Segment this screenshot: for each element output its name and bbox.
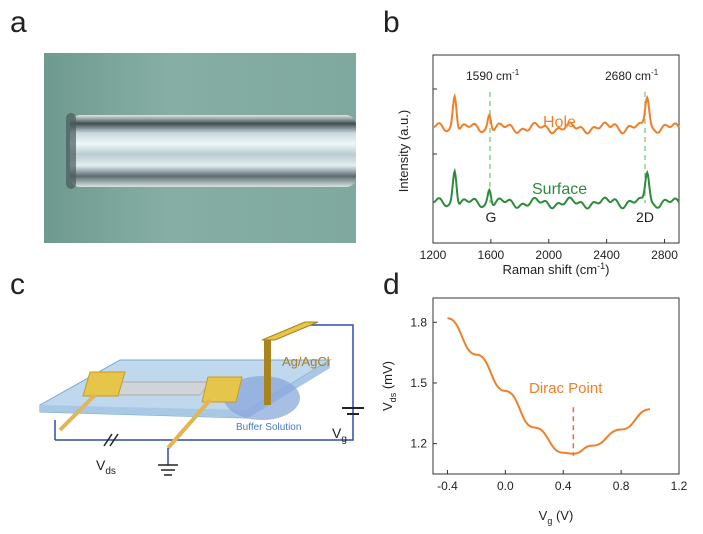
- peak2-annotation: 2680 cm-1: [605, 68, 659, 83]
- raman-xtick-label: 2800: [651, 248, 678, 262]
- series-line-hole: [433, 92, 680, 135]
- ag-agcl-plate: [261, 321, 319, 341]
- transfer-ytick-label: 1.8: [410, 315, 427, 329]
- panel-letter-c: c: [10, 268, 25, 301]
- substrate: [39, 359, 332, 419]
- panel-letter-b: b: [383, 6, 400, 39]
- micrograph-image: [44, 53, 356, 243]
- 2d-label: 2D: [636, 209, 654, 225]
- vds-break-1: [103, 433, 113, 447]
- legend-surface: Surface: [532, 181, 587, 198]
- transfer-xtick-label: 0.8: [613, 479, 630, 493]
- vds-label: Vds: [96, 457, 116, 477]
- raman-xtick-label: 1200: [420, 248, 447, 262]
- channel-body: [70, 115, 356, 187]
- panel-letter-a: a: [10, 6, 27, 39]
- raman-xtick-label: 2000: [535, 248, 562, 262]
- drain-electrode: [201, 376, 243, 403]
- series-line-surface: [433, 167, 680, 210]
- source-electrode: [82, 371, 126, 397]
- series-line-transfer: [447, 317, 651, 455]
- transfer-xlabel: Vg (V): [539, 508, 574, 526]
- channel-end: [66, 113, 76, 189]
- ag-agcl-rod: [264, 340, 271, 405]
- raman-plot-frame: [432, 54, 680, 244]
- transfer-xtick-label: 0.4: [555, 479, 572, 493]
- transfer-ylabel: Vds (mV): [380, 361, 398, 411]
- transfer-xtick-label: -0.4: [437, 479, 458, 493]
- circuit-wire-loop: [120, 324, 354, 441]
- dirac-point-annotation: Dirac Point: [529, 380, 603, 397]
- transfer-ytick-label: 1.2: [410, 437, 427, 451]
- source-probe: [58, 393, 97, 432]
- transfer-xtick-label: 1.2: [671, 479, 688, 493]
- ag-agcl-label: Ag/AgCl: [282, 354, 330, 369]
- g-label: G: [486, 209, 497, 225]
- graphene-channel: [101, 381, 211, 396]
- transfer-plot-frame: [432, 297, 680, 475]
- raman-xlabel: Raman shift (cm-1): [503, 261, 610, 277]
- raman-xtick-label: 2400: [593, 248, 620, 262]
- buffer-droplet: [224, 376, 300, 420]
- raman-ylabel: Intensity (a.u.): [396, 110, 411, 192]
- substrate-edge: [40, 360, 330, 418]
- raman-xtick-label: 1600: [478, 248, 505, 262]
- legend-hole: Hole: [543, 114, 576, 131]
- panel-letter-d: d: [383, 268, 400, 301]
- vg-label: Vg: [332, 425, 347, 445]
- drain-probe: [166, 398, 212, 450]
- transfer-xtick-label: 0.0: [497, 479, 514, 493]
- peak1-annotation: 1590 cm-1: [466, 68, 520, 83]
- buffer-solution-label: Buffer Solution: [236, 422, 301, 433]
- micrograph-channel: [66, 113, 356, 189]
- vds-break-2: [109, 433, 119, 447]
- transfer-ytick-label: 1.5: [410, 376, 427, 390]
